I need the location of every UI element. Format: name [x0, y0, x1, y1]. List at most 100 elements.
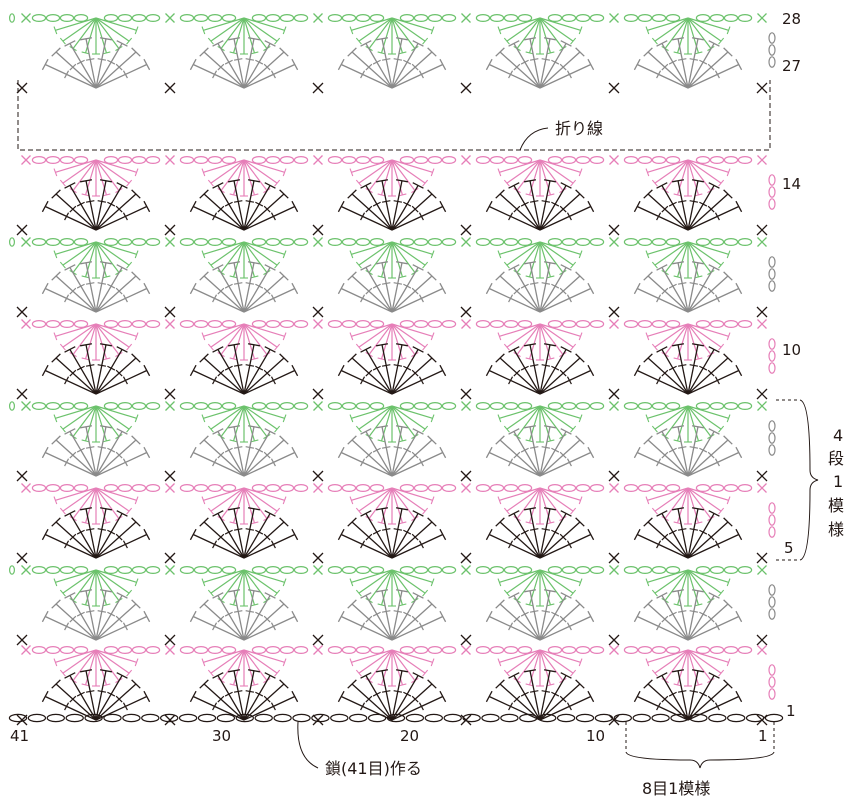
treble-cross-bar: [107, 611, 116, 617]
treble-cross-bar: [97, 528, 107, 531]
treble-stitch: [539, 431, 567, 477]
chain-loop-line: [243, 241, 285, 255]
treble-top-bar: [508, 264, 520, 271]
treble-top-bar: [508, 182, 520, 189]
chain-loop-line: [243, 159, 278, 184]
chain-loop-line: [210, 241, 245, 266]
chain-symbol: [73, 484, 89, 493]
treble-cross-bar: [529, 58, 539, 61]
chain-loop-line: [84, 405, 97, 442]
single-crochet-symbol: [313, 565, 323, 575]
single-crochet-symbol: [312, 714, 324, 726]
chain-loop-tick: [201, 414, 206, 423]
chain-symbol: [500, 713, 519, 723]
chain-loop-tick: [694, 521, 703, 525]
chain-symbol: [623, 565, 639, 574]
treble-stitch: [391, 51, 433, 89]
treble-stitch: [243, 193, 285, 231]
treble-stitch: [661, 431, 689, 477]
chain-loop-line: [391, 487, 426, 512]
chain-loop-tick: [497, 414, 502, 423]
treble-cross-bar: [85, 446, 95, 449]
chain-loop-line: [391, 649, 404, 686]
chain-loop-tick: [673, 603, 682, 607]
chain-symbol: [399, 402, 415, 411]
chain-loop-tick: [651, 669, 658, 677]
chain-loop-line: [664, 323, 689, 355]
chain-symbol: [45, 320, 61, 329]
chain-symbol: [441, 484, 457, 493]
chain-loop-line: [358, 323, 393, 348]
treble-top-bar: [691, 179, 705, 183]
chain-loop-line: [243, 649, 285, 663]
treble-cross-bar: [513, 63, 521, 71]
treble-top-bar: [495, 353, 505, 363]
treble-stitch: [203, 603, 245, 641]
treble-cross-bar: [64, 458, 70, 467]
single-crochet-symbol: [756, 552, 768, 564]
treble-cross-bar: [418, 458, 424, 467]
chain-loop-line: [243, 241, 278, 266]
chain-loop-line: [391, 17, 416, 49]
treble-stitch: [687, 603, 729, 641]
treble-top-bar: [79, 179, 93, 183]
treble-cross-bar: [551, 691, 560, 697]
treble-cross-bar: [85, 364, 95, 367]
treble-stitch: [243, 185, 271, 231]
treble-cross-bar: [411, 533, 419, 541]
treble-top-bar: [189, 528, 197, 541]
chain-loop-tick: [718, 425, 725, 433]
treble-cross-bar: [677, 200, 687, 203]
chain-loop-tick: [398, 603, 407, 607]
treble-top-bar: [671, 507, 685, 511]
repeat-stitches-label: 8目1模様: [642, 779, 710, 798]
treble-top-bar: [708, 428, 720, 435]
treble-cross-bar: [224, 201, 233, 207]
treble-stitch: [687, 180, 699, 231]
chain-symbol: [355, 320, 371, 329]
treble-stitch: [539, 533, 592, 559]
chain-symbol: [623, 14, 639, 23]
treble-stitch: [647, 275, 689, 313]
treble-top-bar: [41, 364, 49, 377]
chain-loop-tick: [81, 603, 90, 607]
treble-stitch: [391, 590, 403, 641]
single-crochet-symbol: [461, 155, 471, 165]
treble-stitch: [687, 595, 715, 641]
chain-symbol: [695, 238, 711, 247]
chain-symbol: [341, 484, 357, 493]
chain-loop-line: [506, 17, 541, 42]
treble-stitch: [95, 675, 123, 721]
treble-top-bar: [291, 528, 299, 541]
treble-top-bar: [337, 364, 345, 377]
treble-stitch: [687, 193, 729, 231]
chain-loop-tick: [726, 250, 731, 259]
treble-cross-bar: [529, 282, 539, 285]
treble-top-bar: [691, 507, 705, 511]
chain-loop-line: [243, 241, 268, 273]
chain-symbol: [193, 402, 209, 411]
row-label-5: 5: [784, 539, 794, 557]
chain-loop-line: [391, 241, 416, 273]
chain-symbol: [355, 14, 371, 23]
chain-loop-line: [391, 405, 426, 430]
chain-loop-tick: [59, 37, 66, 45]
treble-stitch: [243, 51, 285, 89]
treble-stitch: [95, 185, 123, 231]
treble-stitch: [95, 357, 137, 395]
chain-loop-line: [210, 17, 245, 42]
single-crochet-symbol: [757, 645, 767, 655]
chain-loop-line: [687, 241, 700, 278]
treble-top-bar: [633, 58, 641, 71]
treble-top-bar: [247, 425, 261, 429]
chain-loop-line: [654, 649, 689, 674]
treble-top-bar: [116, 346, 128, 353]
chain-symbol: [9, 237, 16, 247]
single-crochet-symbol: [312, 552, 324, 564]
chain-loop-tick: [282, 168, 287, 177]
chain-loop-tick: [726, 168, 731, 177]
chain-loop-line: [380, 405, 393, 442]
chain-symbol: [737, 238, 753, 247]
chain-loop-line: [95, 17, 130, 42]
chain-loop-tick: [81, 193, 90, 197]
